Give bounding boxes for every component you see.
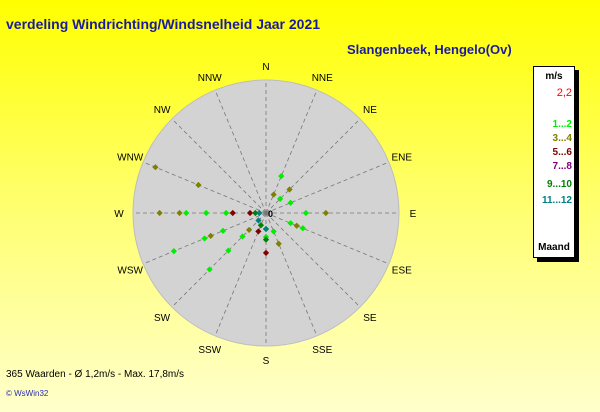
legend-value: 2,2 [556,87,572,99]
center-label: 0 [268,209,273,219]
direction-label-wnw: WNW [117,153,144,164]
point-56-w [229,209,236,217]
legend-header: m/s [545,71,563,82]
point-12-w [183,209,190,217]
station-name: Slangenbeek, Hengelo(Ov) [347,42,512,57]
direction-label-ene: ENE [392,153,413,164]
direction-labels: N NNE NE ENE E ESE SE SSE S SSW SW WSW W WNW NW NNW [114,62,416,367]
direction-label-ne: NE [363,105,377,116]
direction-label-wsw: WSW [117,265,143,276]
spoke-ene [265,161,390,214]
chart-title: verdeling Windrichting/Windsnelheid Jaar… [6,16,321,32]
summary-text: 365 Waarden - Ø 1,2m/s - Max. 17,8m/s [6,369,185,380]
point-12-w [203,209,210,217]
direction-label-e: E [410,209,417,220]
legend-class-6: 11...12 [541,195,572,206]
point-56-w [246,209,254,217]
legend-class-4: 7...8 [552,161,572,172]
direction-label-s: S [263,356,270,367]
legend-class-2: 3...4 [552,133,572,144]
point-12-wsw [170,248,177,255]
spoke-ese [265,212,390,265]
point-12-ese [299,225,306,232]
spoke-ne [265,118,361,214]
direction-label-sw: SW [154,313,171,324]
direction-label-nnw: NNW [198,73,222,84]
direction-label-n: N [262,62,269,73]
legend-class-5: 9...10 [546,179,572,190]
spoke-nnw [214,89,267,214]
point-1112-s [262,225,270,233]
point-34-w [176,209,183,217]
legend-class-1: 1...2 [552,119,572,130]
spoke-nw [171,118,267,214]
software-credit: © WsWin32 [6,389,49,398]
spoke-wnw [142,161,267,214]
direction-label-se: SE [363,313,377,324]
legend-class-3: 5...6 [552,147,572,158]
point-910-s [262,236,270,243]
direction-label-nw: NW [154,105,171,116]
direction-label-sse: SSE [312,345,332,356]
direction-label-nne: NNE [312,73,333,84]
legend: m/s 2,2 1...2 3...4 5...6 7...8 9...10 1… [533,66,575,258]
legend-footer: Maand [538,242,570,253]
point-34-wnw [152,164,159,171]
direction-label-w: W [114,209,124,220]
direction-label-ssw: SSW [198,345,221,356]
spoke-se [265,212,361,308]
direction-label-ese: ESE [392,265,412,276]
